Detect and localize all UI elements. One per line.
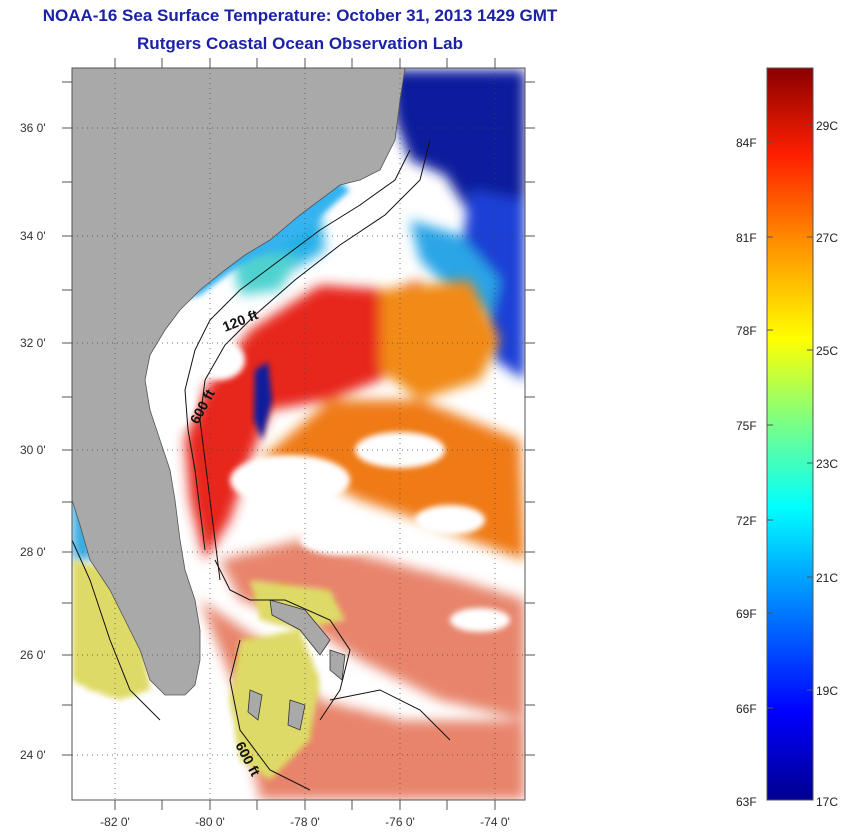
lat-label-24: 24 0' bbox=[20, 748, 46, 762]
colorbar-f-label-75: 75F bbox=[736, 419, 757, 433]
lat-label-30: 30 0' bbox=[20, 443, 46, 457]
lat-label-36: 36 0' bbox=[20, 121, 46, 135]
lon-label-80: -80 0' bbox=[195, 815, 225, 829]
lat-label-26: 26 0' bbox=[20, 648, 46, 662]
colorbar-gradient bbox=[766, 67, 814, 801]
map-frame bbox=[71, 67, 526, 801]
colorbar-c-label-25: 25C bbox=[816, 344, 838, 358]
map-subtitle: Rutgers Coastal Ocean Observation Lab bbox=[137, 34, 463, 53]
lat-label-28: 28 0' bbox=[20, 545, 46, 559]
colorbar-f-label-72: 72F bbox=[736, 514, 757, 528]
grid-lines bbox=[72, 68, 525, 800]
bahamas-islands bbox=[247, 599, 346, 731]
colorbar-f-label-78: 78F bbox=[736, 324, 757, 338]
tick-marks bbox=[62, 58, 535, 810]
sst-map: 120 ft 600 ft 600 ft 36 0' 34 0' 32 0' 3… bbox=[20, 58, 535, 829]
lon-label-76: -76 0' bbox=[385, 815, 415, 829]
cloud-patches bbox=[145, 340, 510, 632]
lon-label-74: -74 0' bbox=[480, 815, 510, 829]
lat-label-34: 34 0' bbox=[20, 229, 46, 243]
colorbar: 84F 81F 78F 75F 72F 69F 66F 63F 29C 27C … bbox=[736, 67, 838, 809]
colorbar-f-label-66: 66F bbox=[736, 702, 757, 716]
colorbar-f-label-84: 84F bbox=[736, 136, 757, 150]
colorbar-c-label-27: 27C bbox=[816, 231, 838, 245]
colorbar-f-label-81: 81F bbox=[736, 231, 757, 245]
colorbar-c-label-23: 23C bbox=[816, 457, 838, 471]
colorbar-f-ticks bbox=[767, 124, 813, 709]
shallow-warm-region bbox=[72, 560, 345, 780]
bathymetry-contours bbox=[72, 139, 451, 791]
lon-label-78: -78 0' bbox=[290, 815, 320, 829]
colorbar-c-label-29: 29C bbox=[816, 119, 838, 133]
colorbar-c-label-21: 21C bbox=[816, 571, 838, 585]
land-mass bbox=[72, 68, 406, 696]
lon-label-82: -82 0' bbox=[100, 815, 130, 829]
colorbar-f-label-63: 63F bbox=[736, 795, 757, 809]
map-title: NOAA-16 Sea Surface Temperature: October… bbox=[42, 6, 558, 25]
colorbar-c-label-19: 19C bbox=[816, 684, 838, 698]
colorbar-c-label-17: 17C bbox=[816, 795, 838, 809]
cold-eddy bbox=[254, 362, 272, 440]
lat-label-32: 32 0' bbox=[20, 336, 46, 350]
colorbar-f-label-69: 69F bbox=[736, 607, 757, 621]
